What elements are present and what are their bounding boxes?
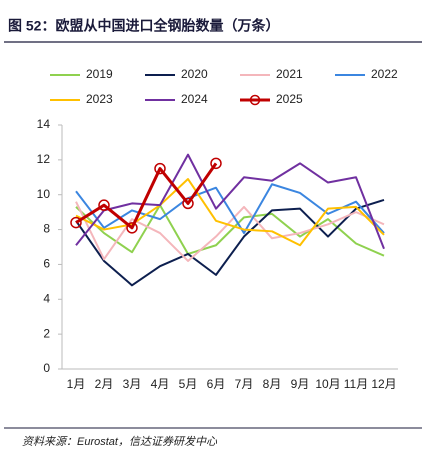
x-tick-label: 12月 bbox=[371, 377, 396, 391]
x-tick-label: 2月 bbox=[95, 377, 114, 391]
legend-label: 2022 bbox=[371, 67, 398, 81]
series-marker bbox=[210, 157, 222, 170]
y-tick-label: 6 bbox=[43, 257, 50, 271]
legend-marker bbox=[249, 94, 261, 106]
x-tick-label: 10月 bbox=[315, 377, 340, 391]
y-tick-label: 8 bbox=[43, 222, 50, 236]
series-marker bbox=[154, 162, 166, 175]
series-line bbox=[75, 198, 385, 287]
y-tick-label: 10 bbox=[37, 187, 51, 201]
legend-label: 2019 bbox=[86, 67, 113, 81]
legend-label: 2020 bbox=[181, 67, 208, 81]
y-tick-label: 4 bbox=[43, 291, 50, 305]
x-tick-label: 5月 bbox=[179, 377, 198, 391]
x-tick-label: 4月 bbox=[151, 377, 170, 391]
legend-label: 2025 bbox=[276, 92, 303, 106]
y-tick-label: 2 bbox=[43, 326, 50, 340]
series-marker bbox=[70, 216, 82, 229]
y-tick-label: 0 bbox=[43, 361, 50, 375]
series-marker bbox=[98, 199, 110, 211]
legend-label: 2021 bbox=[276, 67, 303, 81]
x-tick-label: 6月 bbox=[207, 377, 226, 391]
x-tick-label: 9月 bbox=[291, 377, 310, 391]
x-tick-label: 1月 bbox=[67, 377, 86, 391]
series-line bbox=[75, 204, 385, 257]
x-tick-label: 7月 bbox=[235, 377, 254, 391]
series-marker bbox=[182, 197, 194, 210]
chart-title: 图 52：欧盟从中国进口全钢胎数量（万条） bbox=[8, 18, 279, 34]
y-tick-label: 12 bbox=[37, 152, 51, 166]
series-line bbox=[75, 183, 385, 235]
legend-label: 2024 bbox=[181, 92, 208, 106]
source: 资料来源：Eurostat，信达证券研发中心 bbox=[22, 435, 218, 448]
x-tick-label: 3月 bbox=[123, 377, 142, 391]
legend-label: 2023 bbox=[86, 92, 113, 106]
y-tick-label: 14 bbox=[37, 117, 51, 131]
series-line bbox=[75, 153, 385, 250]
x-tick-label: 8月 bbox=[263, 377, 282, 391]
series-marker bbox=[126, 222, 138, 234]
x-tick-label: 11月 bbox=[344, 377, 368, 391]
